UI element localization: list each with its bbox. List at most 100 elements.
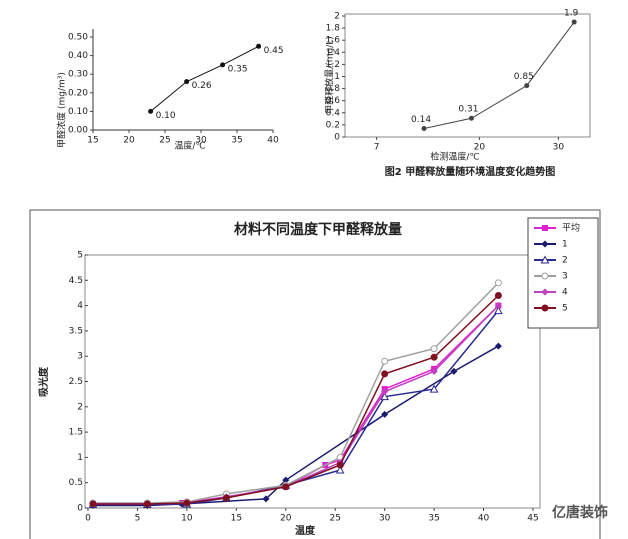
value-label: 0.31 bbox=[458, 105, 478, 115]
marker bbox=[571, 19, 577, 25]
marker bbox=[541, 288, 549, 296]
y-tick-label: 0.00 bbox=[68, 126, 88, 136]
marker bbox=[335, 465, 345, 474]
chart-frame bbox=[29, 209, 601, 539]
x-tick-label: 25 bbox=[329, 514, 340, 524]
y-tick-label: 0.4 bbox=[326, 108, 341, 118]
y-tick-label: 4 bbox=[77, 301, 83, 311]
x-tick-label: 35 bbox=[231, 136, 242, 146]
marker bbox=[430, 353, 438, 361]
x-axis-label: 温度/℃ bbox=[174, 140, 205, 152]
watermark: 亿唐装饰 bbox=[552, 504, 608, 521]
y-tick-label: 1 bbox=[77, 453, 83, 463]
marker bbox=[89, 500, 97, 508]
legend-label: 3 bbox=[562, 272, 568, 282]
x-tick-label: 15 bbox=[231, 514, 242, 524]
marker bbox=[429, 384, 439, 393]
marker bbox=[541, 304, 549, 312]
y-tick-label: 1 bbox=[334, 72, 340, 82]
legend-label: 1 bbox=[562, 240, 568, 250]
y-tick-label: 1.4 bbox=[326, 48, 341, 58]
y-tick-label: 1.8 bbox=[326, 24, 341, 34]
x-axis-label: 温度 bbox=[295, 524, 316, 537]
value-label: 1.9 bbox=[564, 9, 579, 19]
y-axis-label: 吸光度 bbox=[37, 366, 50, 397]
line bbox=[423, 21, 575, 130]
y-tick-label: 0.40 bbox=[68, 51, 88, 61]
y-tick-label: 3.5 bbox=[69, 326, 83, 336]
marker bbox=[524, 83, 530, 89]
y-tick-label: 4.5 bbox=[69, 276, 83, 286]
marker bbox=[256, 43, 262, 49]
legend-label: 2 bbox=[562, 256, 568, 266]
marker bbox=[494, 342, 502, 350]
value-label: 0.45 bbox=[264, 46, 284, 56]
x-tick-label: 10 bbox=[181, 514, 193, 524]
marker bbox=[540, 255, 550, 264]
x-tick-label: 30 bbox=[195, 136, 207, 146]
y-tick-label: 0.5 bbox=[69, 478, 83, 488]
marker bbox=[183, 499, 191, 507]
marker bbox=[381, 357, 389, 365]
y-tick-label: 3 bbox=[77, 352, 83, 362]
marker bbox=[282, 483, 290, 491]
x-tick-label: 5 bbox=[135, 514, 141, 524]
marker bbox=[542, 225, 548, 231]
value-label: 0.26 bbox=[192, 81, 212, 91]
marker bbox=[143, 500, 151, 508]
y-tick-label: 2 bbox=[334, 12, 340, 22]
y-tick-label: 1.2 bbox=[326, 60, 340, 70]
legend-label: 5 bbox=[562, 304, 568, 314]
y-tick-label: 0.8 bbox=[326, 84, 341, 94]
y-tick-label: 1.5 bbox=[69, 428, 83, 438]
y-tick-label: 0 bbox=[77, 504, 83, 514]
y-tick-label: 0.2 bbox=[326, 120, 340, 130]
y-tick-label: 0 bbox=[334, 133, 340, 143]
y-tick-label: 1.6 bbox=[326, 36, 341, 46]
x-tick-label: 20 bbox=[123, 136, 135, 146]
marker bbox=[468, 115, 474, 121]
marker bbox=[148, 108, 154, 114]
x-tick-label: 30 bbox=[379, 514, 391, 524]
line bbox=[150, 45, 259, 112]
y-axis-label: 甲醛释放量/(mg/L) bbox=[324, 36, 336, 114]
marker bbox=[380, 392, 390, 401]
x-tick-label: 20 bbox=[474, 143, 486, 153]
marker bbox=[262, 495, 270, 503]
marker bbox=[336, 461, 344, 469]
x-tick-label: 30 bbox=[553, 143, 565, 153]
y-tick-label: 0.10 bbox=[68, 107, 88, 117]
marker bbox=[381, 370, 389, 378]
value-label: 0.35 bbox=[228, 64, 248, 74]
x-tick-label: 35 bbox=[428, 514, 439, 524]
legend-label: 平均 bbox=[562, 222, 580, 234]
y-tick-label: 2.5 bbox=[69, 377, 83, 387]
marker bbox=[430, 345, 438, 353]
x-tick-label: 20 bbox=[280, 514, 292, 524]
y-tick-label: 2 bbox=[77, 402, 83, 412]
x-tick-label: 25 bbox=[159, 136, 170, 146]
x-tick-label: 40 bbox=[267, 136, 279, 146]
caption: 图2 甲醛释放量随环境温度变化趋势图 bbox=[385, 165, 555, 178]
value-label: 0.10 bbox=[156, 111, 176, 121]
x-axis-label: 检测温度/℃ bbox=[430, 151, 479, 163]
y-tick-label: 0.20 bbox=[68, 88, 88, 98]
value-label: 0.85 bbox=[514, 72, 534, 82]
marker bbox=[430, 367, 438, 375]
y-tick-label: 0.50 bbox=[68, 33, 88, 43]
marker bbox=[494, 291, 502, 299]
y-axis-label: 甲醛浓度 (mg/m³) bbox=[56, 72, 68, 148]
x-tick-label: 45 bbox=[527, 514, 538, 524]
marker bbox=[541, 272, 549, 280]
x-tick-label: 7 bbox=[374, 143, 380, 153]
legend-label: 4 bbox=[562, 288, 568, 298]
chart-title: 材料不同温度下甲醛释放量 bbox=[234, 221, 402, 238]
y-tick-label: 0.30 bbox=[68, 70, 88, 80]
plot-frame bbox=[344, 13, 591, 138]
marker bbox=[494, 306, 503, 315]
legend-box bbox=[527, 217, 599, 329]
marker bbox=[494, 279, 502, 287]
value-label: 0.14 bbox=[411, 115, 431, 125]
